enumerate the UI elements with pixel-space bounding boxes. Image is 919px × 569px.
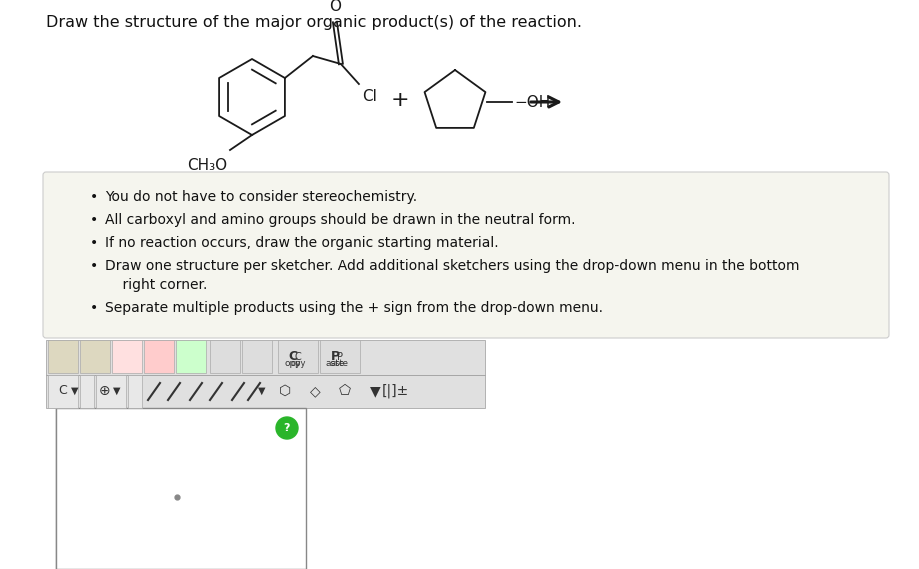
Text: C: C [289, 349, 297, 362]
Text: ◇: ◇ [310, 384, 320, 398]
Text: Separate multiple products using the + sign from the drop-down menu.: Separate multiple products using the + s… [105, 301, 602, 315]
Text: •: • [90, 190, 98, 204]
Text: C: C [294, 352, 301, 361]
Bar [128, 375, 142, 408]
Text: right corner.: right corner. [105, 278, 207, 292]
Text: All carboxyl and amino groups should be drawn in the neutral form.: All carboxyl and amino groups should be … [105, 213, 575, 227]
Text: Cl: Cl [361, 89, 377, 104]
Bar [210, 340, 240, 373]
Text: ▼: ▼ [369, 384, 380, 398]
Bar [176, 340, 206, 373]
Bar [46, 375, 484, 408]
Bar [80, 340, 110, 373]
Text: ?: ? [283, 423, 289, 433]
Text: +: + [391, 90, 409, 110]
Text: [|]±: [|]± [381, 384, 408, 398]
Text: aste: aste [331, 359, 348, 368]
Bar [46, 340, 484, 375]
Text: You do not have to consider stereochemistry.: You do not have to consider stereochemis… [105, 190, 416, 204]
Bar [278, 340, 318, 373]
Text: ▼: ▼ [113, 386, 120, 396]
Text: •: • [90, 259, 98, 273]
Text: ⬡: ⬡ [278, 384, 290, 398]
Text: •: • [90, 213, 98, 227]
Text: Draw the structure of the major organic product(s) of the reaction.: Draw the structure of the major organic … [46, 15, 582, 30]
Text: opy: opy [289, 359, 305, 368]
Bar [56, 408, 306, 569]
Bar [96, 375, 126, 408]
Text: aste: aste [325, 360, 345, 369]
Bar [48, 340, 78, 373]
Bar [320, 340, 359, 373]
Bar [112, 340, 142, 373]
Bar [48, 375, 78, 408]
Bar [144, 340, 174, 373]
Text: Draw one structure per sketcher. Add additional sketchers using the drop-down me: Draw one structure per sketcher. Add add… [105, 259, 799, 273]
Bar [56, 408, 305, 569]
Text: CH₃O: CH₃O [187, 158, 227, 173]
Text: C: C [59, 385, 67, 398]
Text: O: O [329, 0, 341, 14]
Text: opy: opy [284, 360, 301, 369]
Text: −OH: −OH [514, 94, 550, 109]
Text: ⬠: ⬠ [338, 384, 351, 398]
Text: •: • [90, 301, 98, 315]
Text: If no reaction occurs, draw the organic starting material.: If no reaction occurs, draw the organic … [105, 236, 498, 250]
Text: P: P [330, 349, 339, 362]
Text: •: • [90, 236, 98, 250]
Text: ▼: ▼ [71, 386, 79, 396]
FancyBboxPatch shape [43, 172, 888, 338]
Text: ⊕: ⊕ [99, 384, 110, 398]
Bar [80, 375, 94, 408]
Text: ▼: ▼ [258, 386, 266, 396]
Bar [242, 340, 272, 373]
Text: P: P [336, 352, 343, 361]
Circle shape [276, 417, 298, 439]
